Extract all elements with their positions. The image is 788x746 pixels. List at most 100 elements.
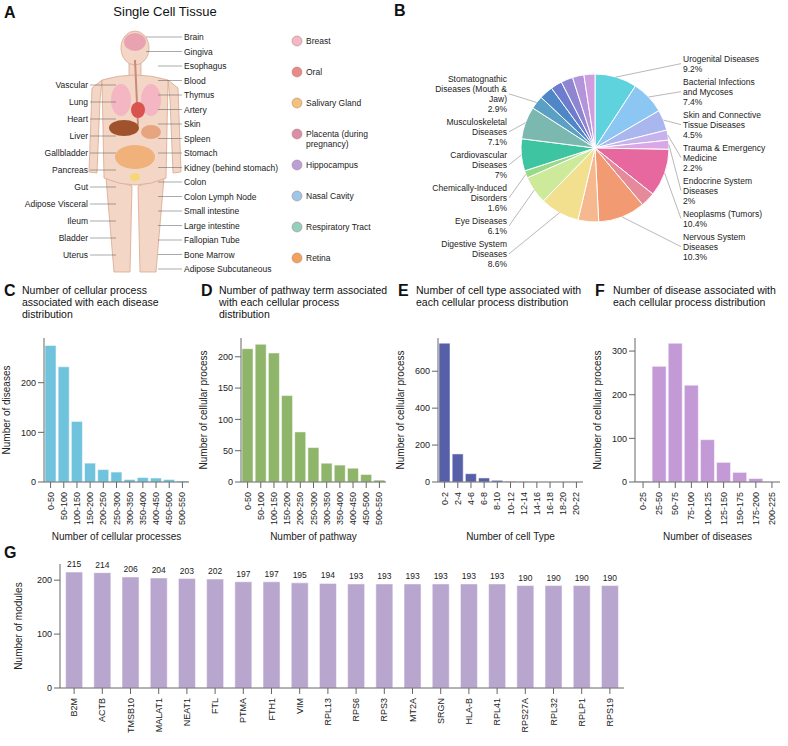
svg-text:Single Cell Tissue: Single Cell Tissue xyxy=(113,4,216,19)
svg-text:200: 200 xyxy=(415,440,430,450)
svg-text:Number of cellular process: Number of cellular process xyxy=(198,351,209,470)
svg-text:Number of pathway: Number of pathway xyxy=(270,531,357,542)
svg-text:150: 150 xyxy=(218,383,233,393)
svg-text:0-2: 0-2 xyxy=(440,492,450,505)
svg-text:Uterus: Uterus xyxy=(63,250,88,260)
svg-text:Number of diseases: Number of diseases xyxy=(663,531,752,542)
svg-text:Number of cell Type: Number of cell Type xyxy=(466,531,555,542)
svg-text:Fallopian Tube: Fallopian Tube xyxy=(184,235,240,245)
svg-text:14-16: 14-16 xyxy=(532,492,542,515)
svg-text:0: 0 xyxy=(622,477,627,487)
svg-text:190: 190 xyxy=(518,573,532,583)
svg-text:250-300: 250-300 xyxy=(112,492,122,525)
svg-text:Blood: Blood xyxy=(184,76,206,86)
svg-text:MusculoskeletalDiseases7.1%: MusculoskeletalDiseases7.1% xyxy=(447,117,508,147)
svg-text:50-75: 50-75 xyxy=(670,492,680,515)
svg-text:B2M: B2M xyxy=(69,698,79,717)
svg-text:200: 200 xyxy=(218,352,233,362)
svg-text:VIM: VIM xyxy=(295,698,305,714)
svg-text:150-200: 150-200 xyxy=(85,492,95,525)
svg-text:Bone Marrow: Bone Marrow xyxy=(184,250,235,260)
svg-text:Pancreas: Pancreas xyxy=(52,165,88,175)
svg-text:193: 193 xyxy=(434,571,448,581)
svg-text:Liver: Liver xyxy=(70,131,89,141)
svg-text:Placenta (duringpregnancy): Placenta (duringpregnancy) xyxy=(306,129,368,149)
svg-text:Spleen: Spleen xyxy=(184,134,211,144)
svg-text:500-550: 500-550 xyxy=(177,492,187,525)
svg-text:400: 400 xyxy=(415,403,430,413)
svg-text:Artery: Artery xyxy=(184,105,207,115)
svg-text:CardiovascularDiseases7%: CardiovascularDiseases7% xyxy=(450,150,507,180)
svg-text:18-20: 18-20 xyxy=(558,492,568,515)
svg-text:350-400: 350-400 xyxy=(138,492,148,525)
svg-text:Breast: Breast xyxy=(306,36,331,46)
svg-text:100: 100 xyxy=(218,415,233,425)
svg-text:StomatognathicDiseases (Mouth: StomatognathicDiseases (Mouth &Jaw)2.9% xyxy=(435,74,508,114)
svg-text:0: 0 xyxy=(425,477,430,487)
svg-text:0-25: 0-25 xyxy=(638,492,648,510)
svg-text:50-100: 50-100 xyxy=(256,492,266,520)
svg-text:20-22: 20-22 xyxy=(571,492,581,515)
svg-text:100: 100 xyxy=(37,629,52,639)
svg-text:Number of diseases: Number of diseases xyxy=(1,366,12,455)
svg-text:FTH1: FTH1 xyxy=(267,698,277,721)
svg-text:50-100: 50-100 xyxy=(59,492,69,520)
svg-text:PTMA: PTMA xyxy=(238,698,248,723)
svg-text:TMSB10: TMSB10 xyxy=(126,698,136,733)
svg-text:8-10: 8-10 xyxy=(492,492,502,510)
svg-text:193: 193 xyxy=(490,571,504,581)
svg-text:Hippocampus: Hippocampus xyxy=(306,160,358,170)
svg-text:Number of cellular process: Number of cellular process xyxy=(592,351,603,470)
svg-text:RPL41: RPL41 xyxy=(492,698,502,726)
svg-text:Gallbladder: Gallbladder xyxy=(45,148,89,158)
svg-text:400-450: 400-450 xyxy=(348,492,358,525)
svg-text:Chemically-InducedDisorders1.6: Chemically-InducedDisorders1.6% xyxy=(432,183,507,213)
svg-text:Heart: Heart xyxy=(67,114,88,124)
svg-text:300-350: 300-350 xyxy=(125,492,135,525)
svg-text:190: 190 xyxy=(546,573,560,583)
svg-text:215: 215 xyxy=(67,559,81,569)
svg-text:Vascular: Vascular xyxy=(56,80,89,90)
svg-text:Salivary Gland: Salivary Gland xyxy=(306,98,362,108)
svg-text:Urogenital Diseases9.2%: Urogenital Diseases9.2% xyxy=(683,54,759,74)
svg-text:206: 206 xyxy=(123,564,137,574)
svg-text:50: 50 xyxy=(223,446,233,456)
svg-text:450-500: 450-500 xyxy=(361,492,371,525)
svg-text:MALAT1: MALAT1 xyxy=(154,698,164,732)
svg-text:0: 0 xyxy=(228,477,233,487)
svg-text:RPS27A: RPS27A xyxy=(520,698,530,733)
svg-text:Adipose Visceral: Adipose Visceral xyxy=(25,199,88,209)
svg-text:Adipose Subcutaneous: Adipose Subcutaneous xyxy=(184,264,271,274)
svg-text:FTL: FTL xyxy=(210,698,220,714)
svg-text:193: 193 xyxy=(349,571,363,581)
svg-text:2-4: 2-4 xyxy=(453,492,463,505)
svg-text:Trauma & EmergencyMedicine2.2%: Trauma & EmergencyMedicine2.2% xyxy=(683,143,766,173)
svg-text:195: 195 xyxy=(293,570,307,580)
svg-text:200: 200 xyxy=(37,575,52,585)
svg-text:25-50: 25-50 xyxy=(654,492,664,515)
svg-text:Respiratory Tract: Respiratory Tract xyxy=(306,222,371,232)
svg-text:125-150: 125-150 xyxy=(719,492,729,525)
svg-text:202: 202 xyxy=(208,566,222,576)
svg-text:300-350: 300-350 xyxy=(322,492,332,525)
svg-text:150-200: 150-200 xyxy=(282,492,292,525)
svg-text:0: 0 xyxy=(31,477,36,487)
svg-text:175-200: 175-200 xyxy=(751,492,761,525)
svg-text:Ileum: Ileum xyxy=(67,216,88,226)
svg-text:200: 200 xyxy=(612,390,627,400)
svg-text:12-14: 12-14 xyxy=(519,492,529,515)
svg-text:16-18: 16-18 xyxy=(545,492,555,515)
svg-text:0-50: 0-50 xyxy=(46,492,56,510)
svg-text:Digestive SystemDiseases8.6%: Digestive SystemDiseases8.6% xyxy=(441,239,507,269)
svg-text:Eye Diseases6.1%: Eye Diseases6.1% xyxy=(455,216,507,236)
svg-text:200-225: 200-225 xyxy=(767,492,777,525)
svg-text:Gingiva: Gingiva xyxy=(184,47,213,57)
svg-text:Gut: Gut xyxy=(74,182,88,192)
svg-text:SRGN: SRGN xyxy=(436,698,446,724)
svg-text:100: 100 xyxy=(21,428,36,438)
svg-text:Lung: Lung xyxy=(69,97,88,107)
svg-text:4-6: 4-6 xyxy=(466,492,476,505)
svg-text:100-125: 100-125 xyxy=(703,492,713,525)
svg-text:Nervous SystemDiseases10.3%: Nervous SystemDiseases10.3% xyxy=(683,232,745,262)
svg-text:194: 194 xyxy=(321,570,335,580)
